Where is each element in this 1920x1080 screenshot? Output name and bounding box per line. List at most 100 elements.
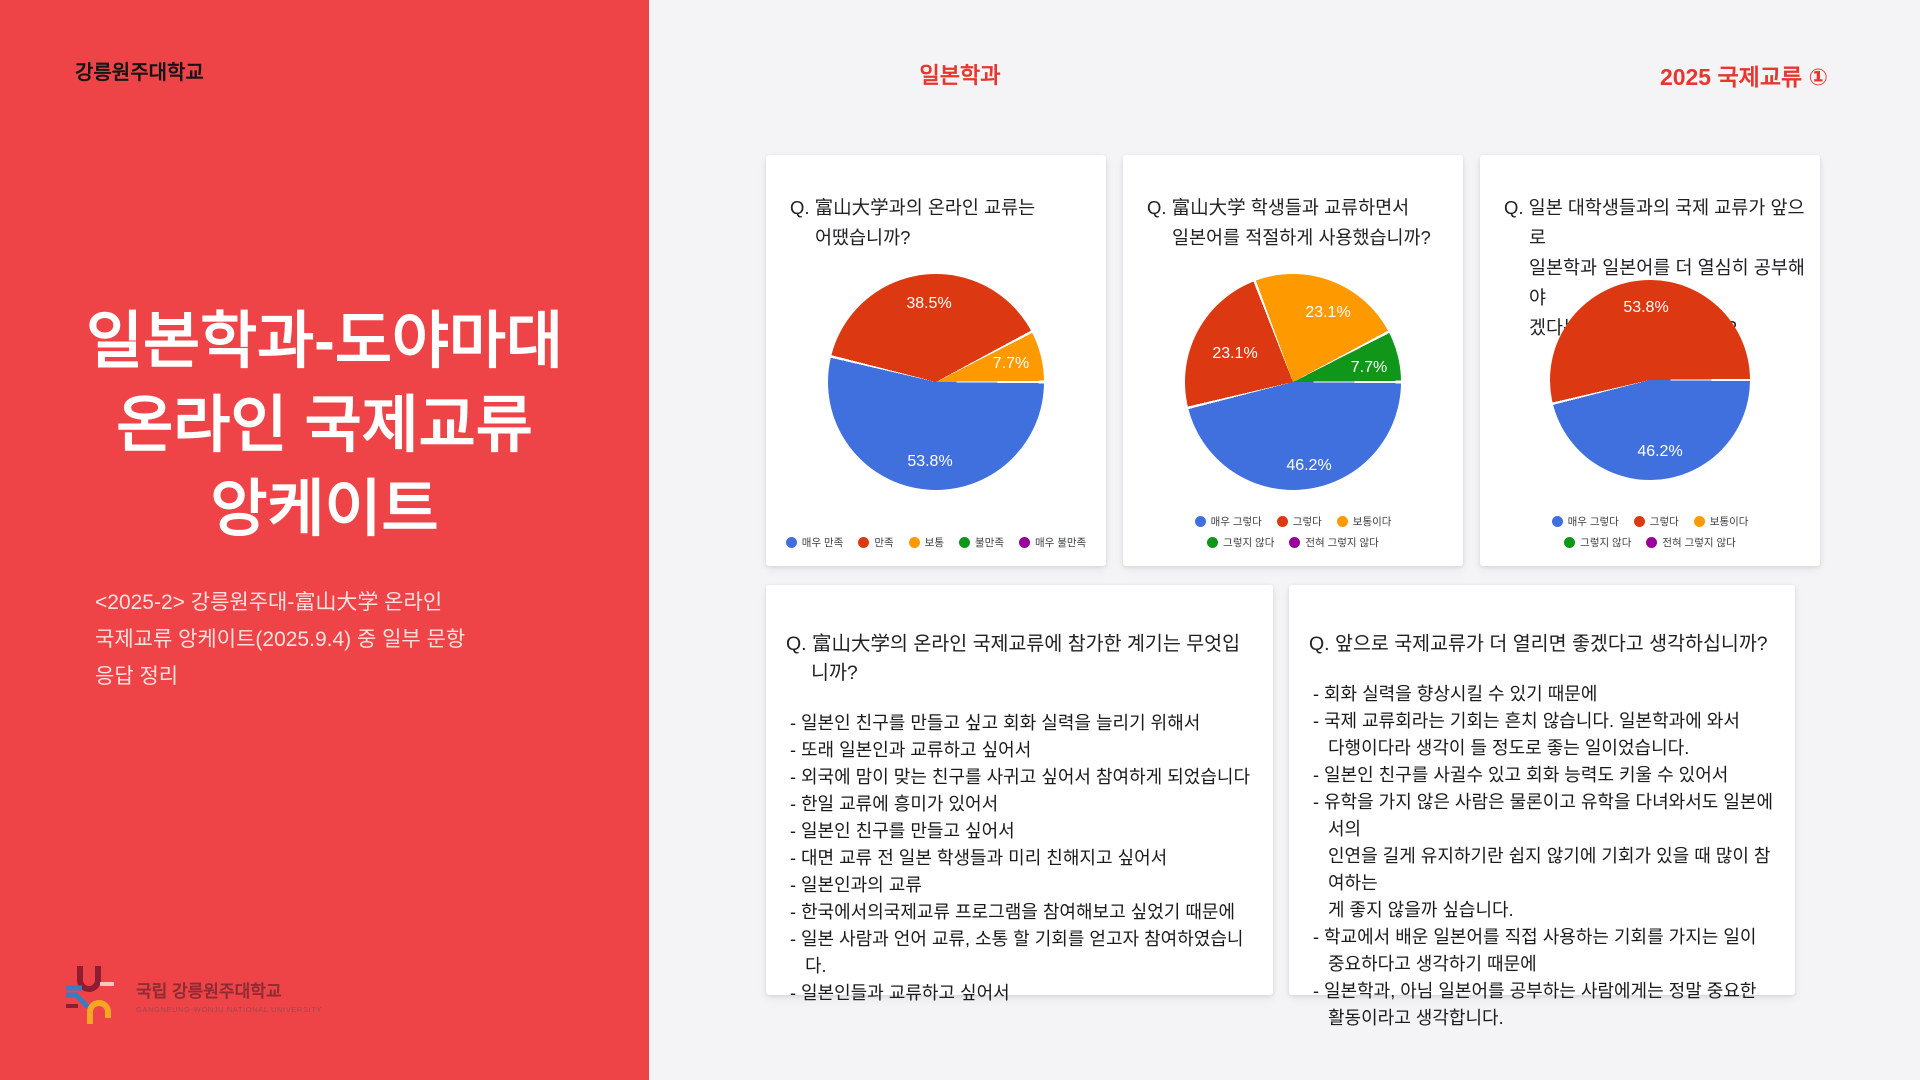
answer-item: 유학을 가지 않은 사람은 물론이고 유학을 다녀와서도 일본에서의 인연을 길… — [1313, 789, 1773, 924]
pie-label: 53.8% — [907, 453, 953, 470]
pie-label: 23.1% — [1305, 304, 1351, 321]
legend-label: 보통이다 — [1709, 516, 1749, 528]
legend-dot-blue — [1194, 516, 1206, 527]
legend-item: 매우 그렇다 — [1551, 514, 1619, 529]
legend-item: 매우 불만족 — [1018, 535, 1087, 550]
legend-dot-purple — [1646, 537, 1658, 548]
legend-dot-orange — [1336, 516, 1348, 527]
answer-item: 회화 실력을 향상시킬 수 있기 때문에 — [1313, 681, 1773, 708]
chart-question: Q. 富山大学과의 온라인 교류는 어땠습니까? — [790, 197, 1036, 248]
pie-graphic — [1550, 280, 1750, 480]
answer-item: 일본인 친구를 만들고 싶어서 — [790, 818, 1251, 845]
chart-legend: 매우 그렇다 그렇다 보통이다 그렇지 않다 전혀 그렇지 않다 — [1480, 514, 1820, 550]
legend-item: 전혀 그렇지 않다 — [1289, 535, 1379, 550]
legend-dot-blue — [785, 537, 797, 548]
logo-name: 국립 강릉원주대학교 — [136, 981, 282, 1001]
logo-subtitle: GANGNEUNG-WONJU NATIONAL UNIVERSITY — [136, 1004, 323, 1014]
answer-item: 일본인들과 교류하고 싶어서 — [790, 980, 1251, 1007]
answer-item: 일본인 친구를 만들고 싶고 회화 실력을 늘리기 위해서 — [790, 710, 1251, 737]
pie-label: 7.7% — [992, 355, 1030, 372]
answer-item: 일본 사람과 언어 교류, 소통 할 기회를 얻고자 참여하였습니다. — [790, 926, 1251, 980]
legend-dot-green — [1207, 537, 1219, 548]
answer-item: 일본학과, 아님 일본어를 공부하는 사람에게는 정말 중요한 활동이라고 생각… — [1313, 978, 1773, 1032]
legend-label: 그렇다 — [1292, 516, 1322, 528]
legend-label: 만족 — [874, 537, 894, 549]
answer-item: 한국에서의국제교류 프로그램을 참여해보고 싶었기 때문에 — [790, 899, 1251, 926]
legend-item: 보통이다 — [1336, 514, 1392, 529]
pie-label: 38.5% — [906, 295, 952, 312]
legend-item: 그렇다 — [1276, 514, 1322, 529]
slide-title: 일본학과-도야마대 온라인 국제교류 앙케이트 — [86, 307, 563, 544]
legend-dot-red — [858, 537, 870, 548]
red-side-panel: 강릉원주대학교 일본학과-도야마대 온라인 국제교류 앙케이트 <2025-2>… — [0, 0, 649, 1080]
answer-list: 회화 실력을 향상시킬 수 있기 때문에국제 교류회라는 기회는 흔치 않습니다… — [1289, 681, 1795, 1032]
answer-list: 일본인 친구를 만들고 싶고 회화 실력을 늘리기 위해서또래 일본인과 교류하… — [766, 710, 1273, 1007]
legend-dot-orange — [908, 537, 920, 548]
page-tag: 2025 국제교류 ① — [1659, 64, 1828, 90]
answer-item: 국제 교류회라는 기회는 흔치 않습니다. 일본학과에 와서 다행이다라 생각이… — [1313, 708, 1773, 762]
legend-item: 보통이다 — [1693, 514, 1749, 529]
answer-item: 외국에 맘이 맞는 친구를 사귀고 싶어서 참여하게 되었습니다 — [790, 764, 1251, 791]
pie-graphic — [1185, 274, 1401, 490]
pie-label: 53.8% — [1623, 299, 1669, 316]
legend-label: 보통 — [924, 537, 944, 549]
legend-dot-red — [1633, 516, 1645, 527]
legend-label: 그렇다 — [1649, 516, 1679, 528]
chart-card-japanese-usage: Q. 富山大学 학생들과 교류하면서 일본어를 적절하게 사용했습니까? 46.… — [1123, 155, 1463, 566]
legend-label: 전혀 그렇지 않다 — [1662, 537, 1736, 549]
university-logo: 국립 강릉원주대학교 GANGNEUNG-WONJU NATIONAL UNIV… — [60, 962, 322, 1028]
logo-text-block: 국립 강릉원주대학교 GANGNEUNG-WONJU NATIONAL UNIV… — [136, 977, 322, 1014]
legend-item: 그렇지 않다 — [1564, 535, 1631, 550]
pie-label: 23.1% — [1212, 345, 1258, 362]
answer-item: 또래 일본인과 교류하고 싶어서 — [790, 737, 1251, 764]
chart-question: Q. 富山大学 학생들과 교류하면서 일본어를 적절하게 사용했습니까? — [1147, 197, 1431, 248]
legend-dot-red — [1276, 516, 1288, 527]
answer-item: 한일 교류에 흥미가 있어서 — [790, 791, 1251, 818]
pie-label: 46.2% — [1286, 457, 1332, 474]
legend-dot-green — [959, 537, 970, 548]
legend-dot-purple — [1289, 537, 1301, 548]
legend-label: 보통이다 — [1352, 516, 1392, 528]
legend-item: 보통 — [908, 535, 944, 550]
legend-item: 그렇다 — [1633, 514, 1679, 529]
chart-card-study-motivation: Q. 일본 대학생들과의 국제 교류가 앞으로 일본학과 일본어를 더 열심히 … — [1480, 155, 1820, 566]
answer-item: 일본인 친구를 사귈수 있고 회화 능력도 키울 수 있어서 — [1313, 762, 1773, 789]
pie-chart-japanese-usage: 46.2% 23.1% 23.1% 7.7% — [1185, 274, 1401, 490]
legend-label: 전혀 그렇지 않다 — [1305, 537, 1379, 549]
qa-question: Q. 富山大学의 온라인 국제교류에 참가한 계기는 무엇입니까? — [786, 633, 1241, 684]
legend-dot-green — [1564, 537, 1576, 548]
pie-label: 7.7% — [1350, 359, 1388, 376]
qa-card-future-exchange: Q. 앞으로 국제교류가 더 열리면 좋겠다고 생각하십니까? 회화 실력을 향… — [1289, 585, 1795, 1028]
slide-subtitle: <2025-2> 강릉원주대-富山大学 온라인 국제교류 앙케이트(2025.9… — [95, 591, 466, 688]
legend-label: 매우 그렇다 — [1210, 516, 1262, 528]
university-name: 강릉원주대학교 — [75, 62, 204, 84]
legend-item: 전혀 그렇지 않다 — [1646, 535, 1736, 550]
legend-label: 매우 그렇다 — [1567, 516, 1619, 528]
pie-chart-satisfaction: 53.8% 38.5% 7.7% — [828, 274, 1044, 490]
chart-card-satisfaction: Q. 富山大学과의 온라인 교류는 어땠습니까? 53.8% 38.5% 7.7… — [766, 155, 1106, 566]
chart-legend: 매우 그렇다 그렇다 보통이다 그렇지 않다 전혀 그렇지 않다 — [1123, 514, 1463, 550]
legend-dot-purple — [1018, 537, 1030, 548]
legend-item: 불만족 — [959, 535, 1004, 550]
legend-dot-blue — [1551, 516, 1563, 527]
answer-item: 대면 교류 전 일본 학생들과 미리 친해지고 싶어서 — [790, 845, 1251, 872]
qa-card-participation-reason: Q. 富山大学의 온라인 국제교류에 참가한 계기는 무엇입니까? 일본인 친구… — [766, 585, 1273, 1003]
chart-legend: 매우 만족 만족 보통 불만족 매우 불만족 — [766, 535, 1106, 550]
legend-label: 그렇지 않다 — [1223, 537, 1275, 549]
legend-label: 매우 만족 — [801, 537, 844, 549]
pie-label: 46.2% — [1637, 443, 1683, 460]
legend-label: 불만족 — [975, 537, 1004, 549]
legend-dot-orange — [1693, 516, 1705, 527]
department-label: 일본학과 — [919, 63, 1001, 88]
pie-graphic — [828, 274, 1044, 490]
university-logo-icon — [66, 966, 114, 1024]
pie-chart-study-motivation: 46.2% 53.8% — [1550, 280, 1750, 480]
legend-item: 매우 만족 — [785, 535, 844, 550]
legend-item: 그렇지 않다 — [1207, 535, 1274, 550]
legend-item: 매우 그렇다 — [1194, 514, 1262, 529]
legend-label: 매우 불만족 — [1034, 537, 1087, 549]
answer-item: 학교에서 배운 일본어를 직접 사용하는 기회를 가지는 일이 중요하다고 생각… — [1313, 924, 1773, 978]
qa-question: Q. 앞으로 국제교류가 더 열리면 좋겠다고 생각하십니까? — [1309, 633, 1768, 655]
legend-item: 만족 — [858, 535, 894, 550]
